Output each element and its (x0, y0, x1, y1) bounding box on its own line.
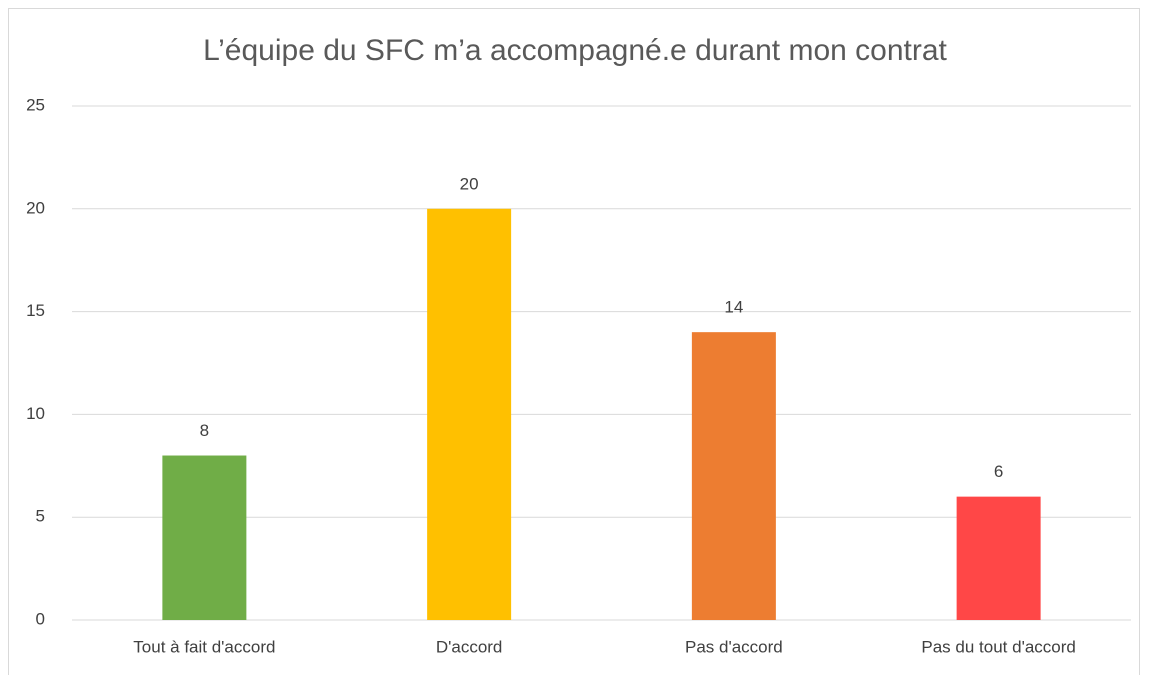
y-tick-label: 15 (26, 301, 45, 320)
bar (691, 332, 776, 620)
data-label: 20 (460, 174, 479, 193)
x-tick-label: D'accord (436, 637, 503, 656)
y-tick-label: 10 (26, 404, 45, 423)
x-tick-label: Pas d'accord (685, 637, 783, 656)
y-tick-label: 0 (36, 609, 45, 628)
y-tick-label: 5 (36, 507, 45, 526)
data-label: 6 (994, 462, 1003, 481)
x-tick-label: Tout à fait d'accord (133, 637, 275, 656)
bar (427, 208, 512, 621)
data-label: 14 (724, 298, 743, 317)
bar (956, 496, 1041, 620)
y-tick-label: 25 (26, 95, 45, 114)
x-tick-label: Pas du tout d'accord (921, 637, 1075, 656)
chart-title: L’équipe du SFC m’a accompagné.e durant … (203, 34, 947, 67)
y-tick-label: 20 (26, 198, 45, 217)
data-label: 8 (200, 421, 209, 440)
bar (162, 455, 247, 620)
